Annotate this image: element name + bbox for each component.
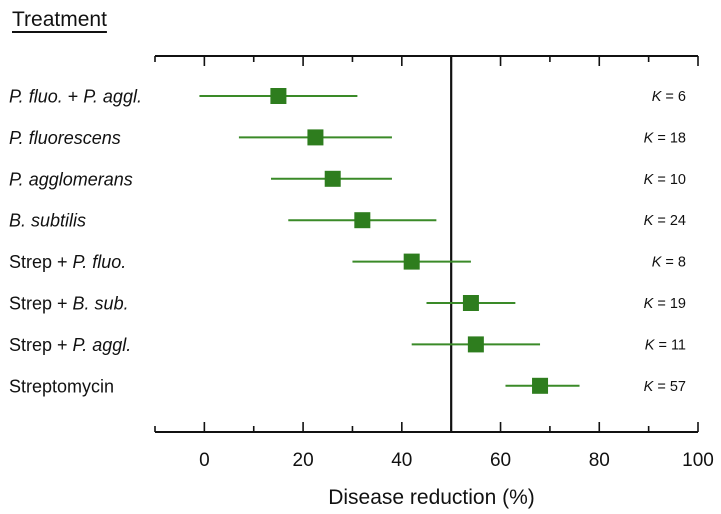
k-count-label: K = 6 bbox=[652, 89, 686, 105]
k-symbol: K bbox=[644, 379, 655, 395]
treatment-label: B. subtilis bbox=[9, 211, 86, 231]
x-tick-label: 100 bbox=[682, 450, 714, 471]
k-value: = 11 bbox=[654, 337, 686, 353]
effect-estimate-marker bbox=[462, 295, 479, 311]
treatment-label: P. fluorescens bbox=[9, 128, 121, 148]
treatment-label-part: P. fluorescens bbox=[9, 128, 121, 148]
effect-estimate-marker bbox=[270, 88, 287, 104]
effect-estimate-marker bbox=[467, 336, 484, 353]
k-symbol: K bbox=[644, 296, 655, 312]
treatment-row: Strep + P. fluo. K = 8 bbox=[9, 252, 686, 272]
x-axis: 0 20 40 60 80 100 bbox=[154, 56, 714, 471]
treatment-label-part: P. fluo. bbox=[73, 252, 127, 272]
treatment-label-part: B. subtilis bbox=[9, 211, 86, 231]
treatment-label-part: Strep + bbox=[9, 294, 73, 314]
k-symbol: K bbox=[644, 130, 655, 146]
treatment-rows: P. fluo. + P. aggl. K = 6 P. fluorescens K … bbox=[9, 87, 686, 397]
treatment-label-part: Streptomycin bbox=[9, 376, 114, 396]
k-symbol: K bbox=[652, 89, 663, 105]
x-tick-label: 40 bbox=[391, 450, 412, 471]
treatment-row: Strep + P. aggl. K = 11 bbox=[9, 335, 686, 355]
k-count-label: K = 8 bbox=[652, 255, 686, 271]
treatment-row: Strep + B. sub. K = 19 bbox=[9, 294, 686, 314]
treatment-label-part: P. agglomerans bbox=[9, 169, 133, 189]
x-tick-label: 0 bbox=[199, 450, 210, 471]
k-symbol: K bbox=[644, 213, 655, 229]
treatment-label-part: P. aggl. bbox=[83, 87, 142, 107]
k-value: = 18 bbox=[653, 130, 686, 146]
k-symbol: K bbox=[645, 337, 656, 353]
k-value: = 19 bbox=[653, 296, 686, 312]
effect-estimate-marker bbox=[307, 129, 324, 146]
x-axis-title: Disease reduction (%) bbox=[328, 486, 535, 509]
treatment-label-part: Strep + bbox=[9, 252, 73, 272]
treatment-label-part: B. sub. bbox=[73, 294, 129, 314]
k-count-label: K = 19 bbox=[644, 296, 686, 312]
k-value: = 57 bbox=[653, 379, 686, 395]
plot-frame bbox=[155, 55, 698, 433]
treatment-row: B. subtilis K = 24 bbox=[9, 211, 686, 231]
treatment-label: P. fluo. + P. aggl. bbox=[9, 87, 142, 107]
chart-heading: Treatment bbox=[12, 8, 107, 31]
treatment-row: P. fluorescens K = 18 bbox=[9, 128, 686, 148]
treatment-label: Streptomycin bbox=[9, 376, 114, 396]
treatment-row: Streptomycin K = 57 bbox=[9, 376, 686, 396]
treatment-label: Strep + P. aggl. bbox=[9, 335, 131, 355]
k-count-label: K = 11 bbox=[645, 337, 686, 353]
treatment-label-part: P. fluo. bbox=[9, 87, 63, 107]
k-value: = 10 bbox=[653, 172, 686, 188]
k-count-label: K = 18 bbox=[644, 130, 686, 146]
k-symbol: K bbox=[644, 172, 655, 188]
treatment-row: P. agglomerans K = 10 bbox=[9, 169, 686, 189]
effect-estimate-marker bbox=[354, 212, 371, 229]
treatment-label: Strep + B. sub. bbox=[9, 294, 129, 314]
x-tick-label: 60 bbox=[490, 450, 511, 471]
k-count-label: K = 24 bbox=[644, 213, 686, 229]
k-count-label: K = 57 bbox=[644, 379, 686, 395]
k-value: = 24 bbox=[653, 213, 686, 229]
k-value: = 8 bbox=[661, 255, 686, 271]
treatment-label-part: Strep + bbox=[9, 335, 73, 355]
k-count-label: K = 10 bbox=[644, 172, 686, 188]
k-value: = 6 bbox=[661, 89, 686, 105]
treatment-label: Strep + P. fluo. bbox=[9, 252, 126, 272]
k-symbol: K bbox=[652, 255, 663, 271]
effect-estimate-marker bbox=[403, 253, 420, 270]
effect-estimate-marker bbox=[532, 377, 549, 394]
x-tick-label: 80 bbox=[589, 450, 610, 471]
treatment-row: P. fluo. + P. aggl. K = 6 bbox=[9, 87, 686, 107]
treatment-label-part: P. aggl. bbox=[73, 335, 132, 355]
treatment-label-part: + bbox=[63, 87, 84, 107]
x-tick-label: 20 bbox=[293, 450, 314, 471]
treatment-label: P. agglomerans bbox=[9, 169, 133, 189]
effect-estimate-marker bbox=[324, 170, 341, 187]
